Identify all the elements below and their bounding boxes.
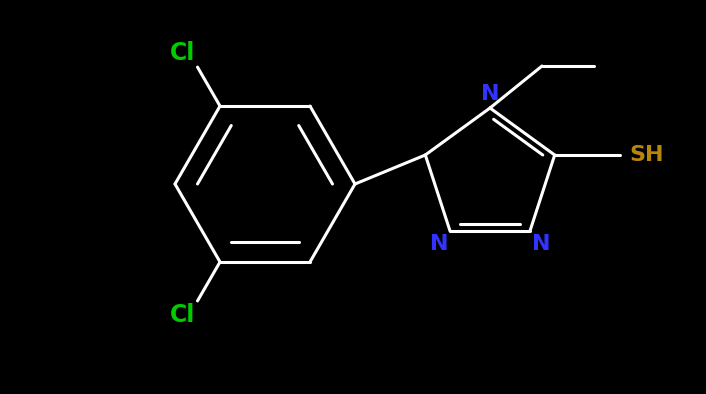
Text: N: N: [532, 234, 551, 254]
Text: Cl: Cl: [170, 303, 196, 327]
Text: SH: SH: [630, 145, 664, 165]
Text: N: N: [481, 84, 499, 104]
Text: Cl: Cl: [170, 41, 196, 65]
Text: N: N: [429, 234, 448, 254]
